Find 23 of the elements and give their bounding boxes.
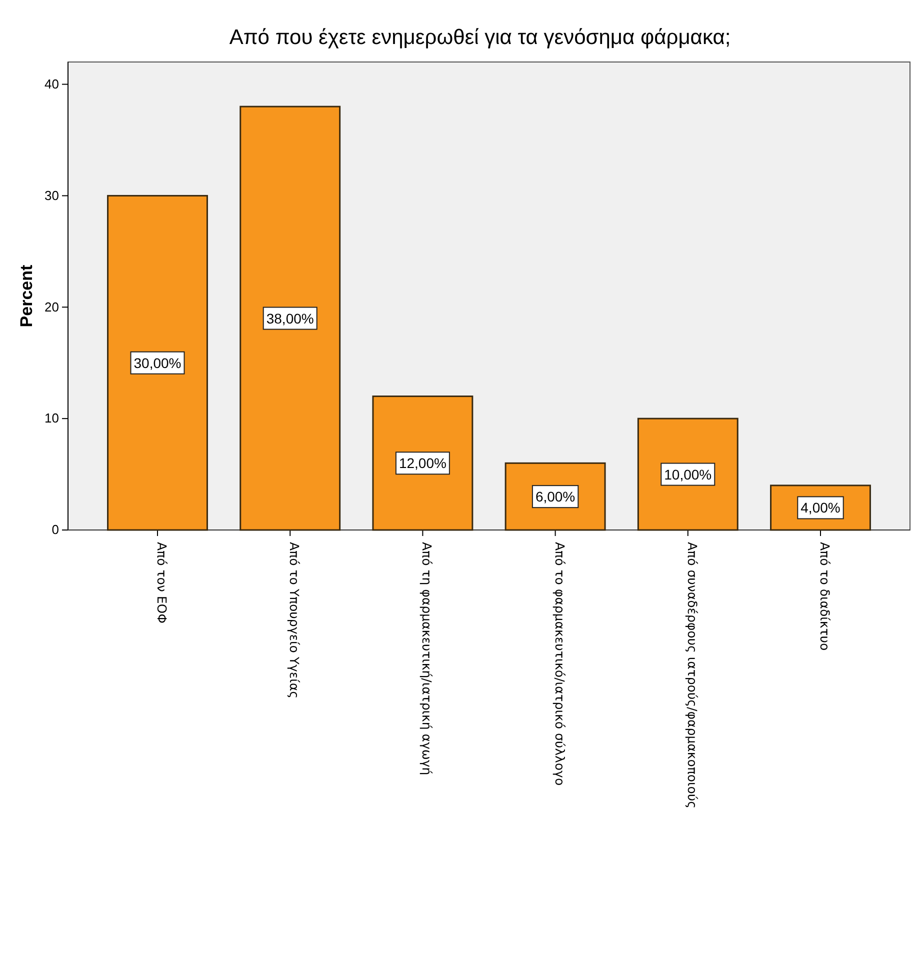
y-axis-title: Percent <box>17 264 36 328</box>
data-label: 10,00% <box>664 466 712 482</box>
bar <box>240 106 341 531</box>
data-label: 12,00% <box>398 455 446 472</box>
y-tick-label: 30 <box>44 188 59 203</box>
x-tick-label: Από τη φαρμακευτική/ιατρική αγωγή <box>420 542 435 776</box>
data-label: 30,00% <box>134 354 182 371</box>
chart-title: Από που έχετε ενημερωθεί για τα γενόσημα φάρμακα; <box>229 26 731 49</box>
y-tick-label: 0 <box>52 522 59 538</box>
bar <box>372 396 474 531</box>
bar <box>107 194 208 531</box>
data-label: 38,00% <box>266 310 314 326</box>
y-tick-label: 20 <box>44 299 59 314</box>
x-tick-label: Από το Υπουργείο Υγείας <box>287 542 302 698</box>
x-tick-label: Από τον ΕΟΦ <box>154 542 170 624</box>
x-tick-label: Από συναδέρφους ιατρούς/φαρμακοποιούς <box>684 542 700 808</box>
x-tick-label: Από το διαδίκτυο <box>817 542 832 651</box>
y-tick-label: 10 <box>44 410 59 426</box>
x-tick-label: Από το φαρμακευτικό/ιατρικό σύλλογο <box>552 542 568 786</box>
y-tick-label: 40 <box>44 76 59 92</box>
data-label: 6,00% <box>535 488 576 505</box>
data-label: 4,00% <box>800 500 840 516</box>
bar <box>637 418 738 531</box>
